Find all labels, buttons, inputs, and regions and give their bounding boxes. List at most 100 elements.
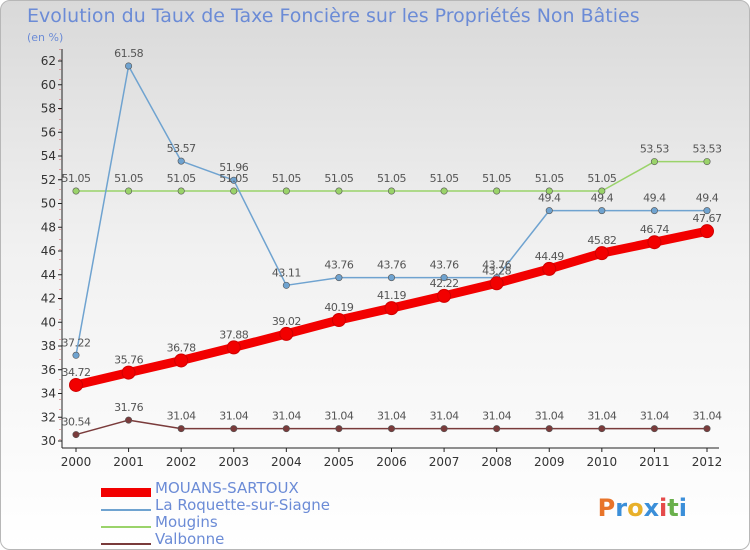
legend-label: La Roquette-sur-Siagne [155,496,330,514]
y-tick-label: 36 [41,363,56,377]
data-point [69,377,83,392]
data-label: 49.4 [591,192,614,205]
data-label: 51.96 [219,161,248,174]
data-point [703,158,711,166]
data-label: 37.88 [219,328,248,341]
data-label: 43.76 [430,259,459,272]
y-tick-label: 54 [41,149,56,163]
data-label: 44.49 [535,250,564,263]
data-point [72,351,80,359]
y-tick-label: 32 [41,410,56,424]
data-label: 45.82 [587,234,616,247]
data-label: 31.04 [482,410,511,423]
data-label: 46.74 [640,223,669,236]
data-label: 51.05 [272,172,301,185]
x-tick-label: 2012 [692,455,723,469]
data-label: 43.76 [377,259,406,272]
data-label: 51.05 [482,172,511,185]
legend-label: Mougins [155,513,218,531]
data-point [177,157,185,165]
data-label: 49.4 [696,192,719,205]
data-point [177,425,185,433]
data-label: 31.04 [693,410,722,423]
data-point [703,207,711,215]
data-label: 31.04 [167,410,196,423]
data-label: 51.05 [587,172,616,185]
legend-swatch [101,488,151,497]
y-tick-label: 50 [41,197,56,211]
data-point [650,158,658,166]
data-label: 34.72 [62,366,91,379]
data-point [387,425,395,433]
data-point [650,207,658,215]
y-tick-label: 62 [41,54,56,68]
data-point [230,425,238,433]
legend-label: MOUANS-SARTOUX [155,479,299,497]
data-point [230,187,238,195]
data-point [650,425,658,433]
data-label: 51.05 [219,172,248,185]
data-point [545,207,553,215]
data-label: 35.76 [114,354,143,367]
y-tick-label: 44 [41,268,56,282]
data-label: 43.11 [272,266,301,279]
y-tick-label: 56 [41,125,56,139]
data-label: 51.05 [377,172,406,185]
y-tick-label: 60 [41,78,56,92]
y-tick-label: 48 [41,220,56,234]
data-point [282,187,290,195]
data-point [72,187,80,195]
data-point [545,425,553,433]
data-point [700,224,714,239]
data-label: 40.19 [324,301,353,314]
y-tick-label: 40 [41,315,56,329]
unit-label: (en %) [27,31,64,44]
y-tick-label: 30 [41,434,56,448]
data-label: 42.22 [430,277,459,290]
data-label: 31.04 [324,410,353,423]
data-label: 31.04 [377,410,406,423]
x-tick-label: 2001 [113,455,144,469]
data-label: 43.76 [482,259,511,272]
data-point [125,187,133,195]
data-label: 31.04 [219,410,248,423]
data-point [174,353,189,368]
data-label: 49.4 [538,192,561,205]
x-tick-label: 2007 [429,455,460,469]
data-label: 51.05 [62,172,91,185]
data-label: 47.67 [693,212,722,225]
data-label: 39.02 [272,315,301,328]
data-label: 61.58 [114,47,143,60]
data-point [598,187,606,195]
data-point [493,187,501,195]
legend-swatch [101,509,151,511]
data-point [282,281,290,289]
data-point [440,425,448,433]
y-tick-label: 42 [41,292,56,306]
data-label: 37.22 [62,336,91,349]
x-tick-label: 2009 [534,455,565,469]
data-label: 53.57 [167,142,196,155]
data-point [703,425,711,433]
y-tick-label: 52 [41,173,56,187]
data-point [125,416,133,424]
y-tick-label: 34 [41,387,56,401]
data-label: 31.04 [272,410,301,423]
data-point [440,274,448,282]
data-point [177,187,185,195]
data-point [279,326,294,341]
data-point [598,207,606,215]
data-point [230,176,238,184]
data-label: 31.04 [640,410,669,423]
data-point [226,340,241,355]
data-label: 51.05 [324,172,353,185]
data-label: 51.05 [167,172,196,185]
data-label: 36.78 [167,341,196,354]
x-tick-label: 2002 [166,455,197,469]
data-point [387,274,395,282]
data-point [542,261,557,276]
data-label: 31.04 [535,410,564,423]
data-point [437,288,452,303]
x-tick-label: 2000 [61,455,92,469]
